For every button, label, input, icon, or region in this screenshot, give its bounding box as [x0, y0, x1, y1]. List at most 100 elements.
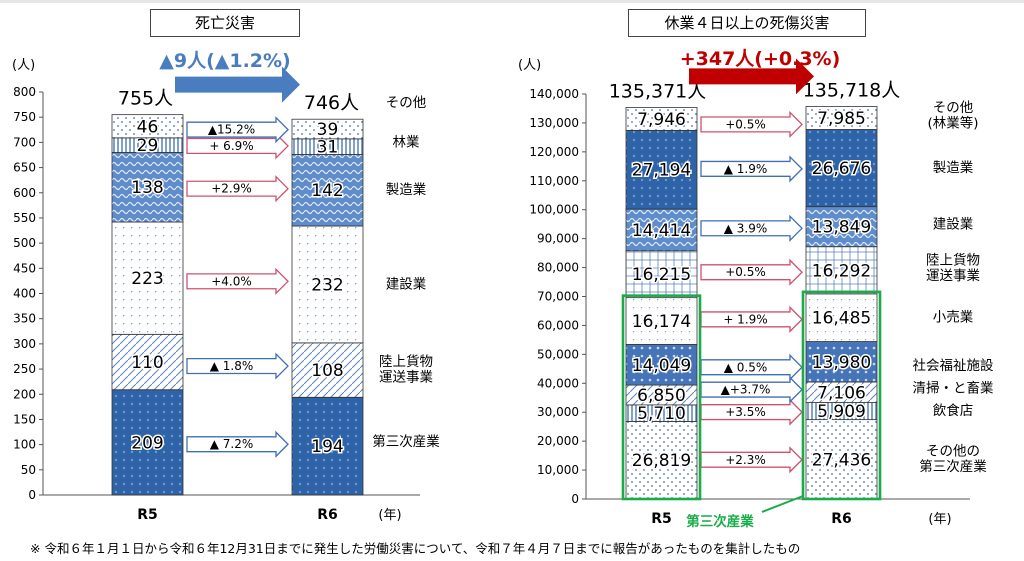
R-data-label: 7,946 — [637, 110, 686, 130]
L-change-arrow — [186, 116, 289, 144]
R-change-arrow — [700, 446, 803, 474]
R-y-tick-label: 50,000 — [537, 347, 579, 361]
R-y-tick-label: 60,000 — [537, 318, 579, 332]
L-total-change-arrow — [175, 66, 300, 103]
L-data-label: 138 — [131, 178, 163, 198]
L-change-arrow — [186, 267, 289, 295]
fatal-accidents-chart: 0 50 100 150 200 250 300 350 400 450 500 550 600 650 7… — [13, 66, 440, 523]
R-change-arrow — [700, 214, 803, 242]
L-y-tick-label: 0 — [28, 488, 36, 502]
L-total-label: 746人 — [304, 92, 359, 114]
R-y-tick-label: 70,000 — [537, 290, 579, 304]
R-series-label: 陸上貨物運送事業 — [926, 251, 980, 284]
R-data-label: 27,194 — [632, 161, 691, 181]
L-change-label: +2.9% — [211, 182, 252, 196]
R-series-label: 製造業 — [933, 160, 974, 176]
injury-accidents-panel: 休業４日以上の死傷災害 +347人(+0.3%) (人) 0 10,000 20,0… — [470, 0, 1024, 540]
top-band — [0, 0, 1024, 3]
R-bar-segment — [805, 293, 878, 342]
R-data-label: 5,710 — [637, 404, 686, 424]
R-data-label: 27,436 — [812, 450, 871, 470]
R-bar-segment — [805, 105, 878, 130]
R-change-label: +3.5% — [725, 405, 766, 419]
L-y-tick-label: 50 — [21, 463, 36, 477]
R-category-label: R5 — [651, 511, 672, 527]
R-change-label: +0.5% — [725, 265, 766, 279]
R-series-label: 社会福祉施設 — [913, 358, 994, 374]
R-change-label: ▲ 1.9% — [724, 162, 768, 176]
L-y-tick-label: 550 — [13, 211, 36, 225]
L-change-label: ▲ 1.8% — [210, 359, 254, 373]
L-y-tick-label: 800 — [13, 85, 36, 99]
R-y-tick-label: 140,000 — [529, 87, 579, 101]
L-data-label: 110 — [131, 353, 163, 373]
R-series-label: 清掃・と畜業 — [913, 379, 994, 396]
R-bar-segment — [625, 129, 698, 210]
L-bar-segment — [111, 152, 184, 223]
R-change-arrow — [700, 305, 803, 333]
R-data-label: 14,049 — [632, 356, 691, 376]
L-data-label: 39 — [317, 120, 339, 140]
R-series-label: 飲食店 — [933, 402, 974, 419]
R-y-tick-label: 30,000 — [537, 405, 579, 419]
R-bar-segment — [625, 106, 698, 131]
L-bar-segment — [111, 114, 184, 139]
R-x-axis-unit: (年) — [928, 512, 951, 527]
L-category-label: R6 — [317, 507, 338, 523]
R-tertiary-frame — [621, 294, 702, 501]
L-data-label: 194 — [311, 437, 343, 457]
R-y-tick-label: 100,000 — [529, 203, 579, 217]
R-bar-segment — [625, 250, 698, 299]
R-change-label: + 1.9% — [723, 312, 767, 326]
R-change-arrow — [700, 376, 803, 404]
R-data-label: 16,174 — [632, 312, 691, 332]
fatal-accidents-panel: 死亡災害 ▲9人(▲1.2%) (人) 0 50 100 150 200 250 300 35… — [0, 0, 470, 540]
R-change-label: ▲ 3.9% — [724, 221, 768, 235]
R-y-tick-label: 120,000 — [529, 145, 579, 159]
L-y-tick-label: 250 — [13, 362, 36, 376]
R-data-label: 26,676 — [812, 159, 871, 179]
L-change-label: +4.0% — [211, 274, 252, 288]
L-series-label: 林業 — [393, 135, 420, 151]
L-y-tick-label: 750 — [13, 110, 36, 124]
L-data-label: 223 — [131, 269, 163, 289]
L-y-tick-label: 200 — [13, 387, 36, 401]
L-y-tick-label: 150 — [13, 412, 36, 426]
y-axis-unit-injury: (人) — [518, 58, 542, 73]
R-change-arrow — [700, 155, 803, 183]
R-bar-segment — [805, 246, 878, 295]
L-y-tick-label: 700 — [13, 135, 36, 149]
L-bar-segment — [291, 225, 364, 344]
R-change-arrow — [700, 353, 803, 381]
R-tertiary-frame — [801, 290, 882, 501]
L-series-label: 製造業 — [386, 182, 427, 198]
R-tertiary-callout-line — [761, 495, 804, 513]
R-y-tick-label: 130,000 — [529, 116, 579, 130]
L-change-arrow — [186, 352, 289, 380]
L-change-arrow — [186, 175, 289, 203]
R-data-label: 13,849 — [812, 218, 871, 238]
y-axis-unit-fatal: (人) — [12, 58, 36, 73]
injury-accidents-chart: 0 10,000 20,000 30,000 40,000 50,000 60,000 70,… — [529, 58, 994, 530]
L-change-label: ▲15.2% — [208, 123, 255, 137]
R-series-label: 建設業 — [933, 217, 974, 233]
R-data-label: 7,106 — [817, 383, 866, 403]
R-data-label: 16,215 — [632, 265, 691, 285]
R-y-tick-label: 90,000 — [537, 232, 579, 246]
L-y-tick-label: 500 — [13, 236, 36, 250]
R-change-label: +2.3% — [725, 453, 766, 467]
L-total-label: 755人 — [118, 88, 173, 110]
R-change-arrow — [700, 398, 803, 426]
R-tertiary-group-label: 第三次産業 — [686, 513, 754, 530]
R-data-label: 16,292 — [812, 261, 871, 281]
R-change-label: ▲+3.7% — [721, 383, 771, 397]
L-change-arrow — [186, 430, 289, 458]
L-y-tick-label: 600 — [13, 186, 36, 200]
R-data-label: 7,985 — [817, 109, 866, 129]
L-series-label: 陸上貨物運送事業 — [379, 353, 433, 386]
R-y-tick-label: 110,000 — [529, 174, 579, 188]
L-change-label: ▲ 7.2% — [210, 437, 254, 451]
L-bar-segment — [111, 389, 184, 496]
R-bar-segment — [625, 344, 698, 386]
L-data-label: 29 — [137, 136, 159, 156]
